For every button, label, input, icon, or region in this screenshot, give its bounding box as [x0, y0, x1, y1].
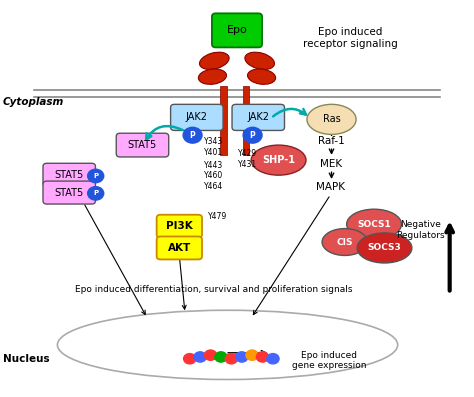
Circle shape	[246, 350, 258, 360]
Text: Ras: Ras	[323, 114, 340, 124]
Circle shape	[215, 352, 227, 362]
Text: MAPK: MAPK	[316, 183, 345, 193]
Text: Epo induced
gene expression: Epo induced gene expression	[292, 351, 366, 370]
Circle shape	[183, 127, 202, 143]
Text: SHP-1: SHP-1	[262, 155, 295, 165]
FancyBboxPatch shape	[43, 163, 95, 186]
Ellipse shape	[307, 104, 356, 135]
Ellipse shape	[245, 52, 274, 69]
FancyBboxPatch shape	[232, 104, 284, 131]
Ellipse shape	[247, 69, 275, 84]
Text: AKT: AKT	[168, 243, 191, 253]
Bar	[220, 86, 227, 155]
Text: SOCS3: SOCS3	[367, 243, 401, 252]
Ellipse shape	[200, 52, 229, 69]
Text: Negative
Regulators: Negative Regulators	[396, 220, 445, 240]
Text: STAT5: STAT5	[128, 140, 157, 150]
FancyBboxPatch shape	[43, 181, 95, 204]
Text: Cytoplasm: Cytoplasm	[3, 96, 64, 106]
FancyBboxPatch shape	[156, 237, 202, 259]
Circle shape	[256, 352, 269, 362]
FancyBboxPatch shape	[156, 215, 202, 238]
Text: Epo induced differentiation, survival and proliferation signals: Epo induced differentiation, survival an…	[74, 285, 352, 294]
Circle shape	[267, 354, 279, 364]
Circle shape	[183, 354, 196, 364]
Text: JAK2: JAK2	[247, 112, 269, 122]
Circle shape	[88, 187, 104, 200]
FancyBboxPatch shape	[116, 133, 169, 157]
FancyBboxPatch shape	[212, 13, 262, 47]
Text: Nucleus: Nucleus	[3, 354, 50, 364]
Ellipse shape	[346, 209, 401, 239]
Circle shape	[194, 352, 206, 362]
Bar	[243, 86, 249, 155]
FancyBboxPatch shape	[171, 104, 223, 131]
Ellipse shape	[199, 69, 227, 84]
Circle shape	[225, 354, 237, 364]
Text: STAT5: STAT5	[55, 170, 84, 180]
Text: JAK2: JAK2	[186, 112, 208, 122]
Text: Y443
Y460
Y464: Y443 Y460 Y464	[204, 161, 223, 191]
Ellipse shape	[322, 229, 367, 255]
Text: P: P	[250, 131, 255, 140]
Text: MEK: MEK	[320, 159, 343, 169]
Circle shape	[243, 127, 262, 143]
Text: Y479: Y479	[208, 212, 227, 221]
Text: STAT5: STAT5	[55, 187, 84, 198]
Circle shape	[236, 352, 248, 362]
Circle shape	[88, 169, 104, 183]
Circle shape	[204, 350, 217, 360]
Text: Epo induced
receptor signaling: Epo induced receptor signaling	[303, 27, 398, 49]
Text: Y429
Y431: Y429 Y431	[238, 149, 257, 169]
Text: P: P	[190, 131, 195, 140]
Text: Epo: Epo	[227, 25, 247, 35]
Text: SOCS1: SOCS1	[357, 220, 391, 229]
Text: CIS: CIS	[337, 237, 353, 247]
Text: P: P	[93, 173, 98, 179]
Ellipse shape	[357, 233, 412, 263]
Text: Y343
Y401: Y343 Y401	[204, 137, 223, 157]
Text: P: P	[93, 190, 98, 197]
Text: PI3K: PI3K	[166, 221, 193, 231]
Ellipse shape	[251, 145, 306, 175]
Text: Raf-1: Raf-1	[318, 136, 345, 146]
